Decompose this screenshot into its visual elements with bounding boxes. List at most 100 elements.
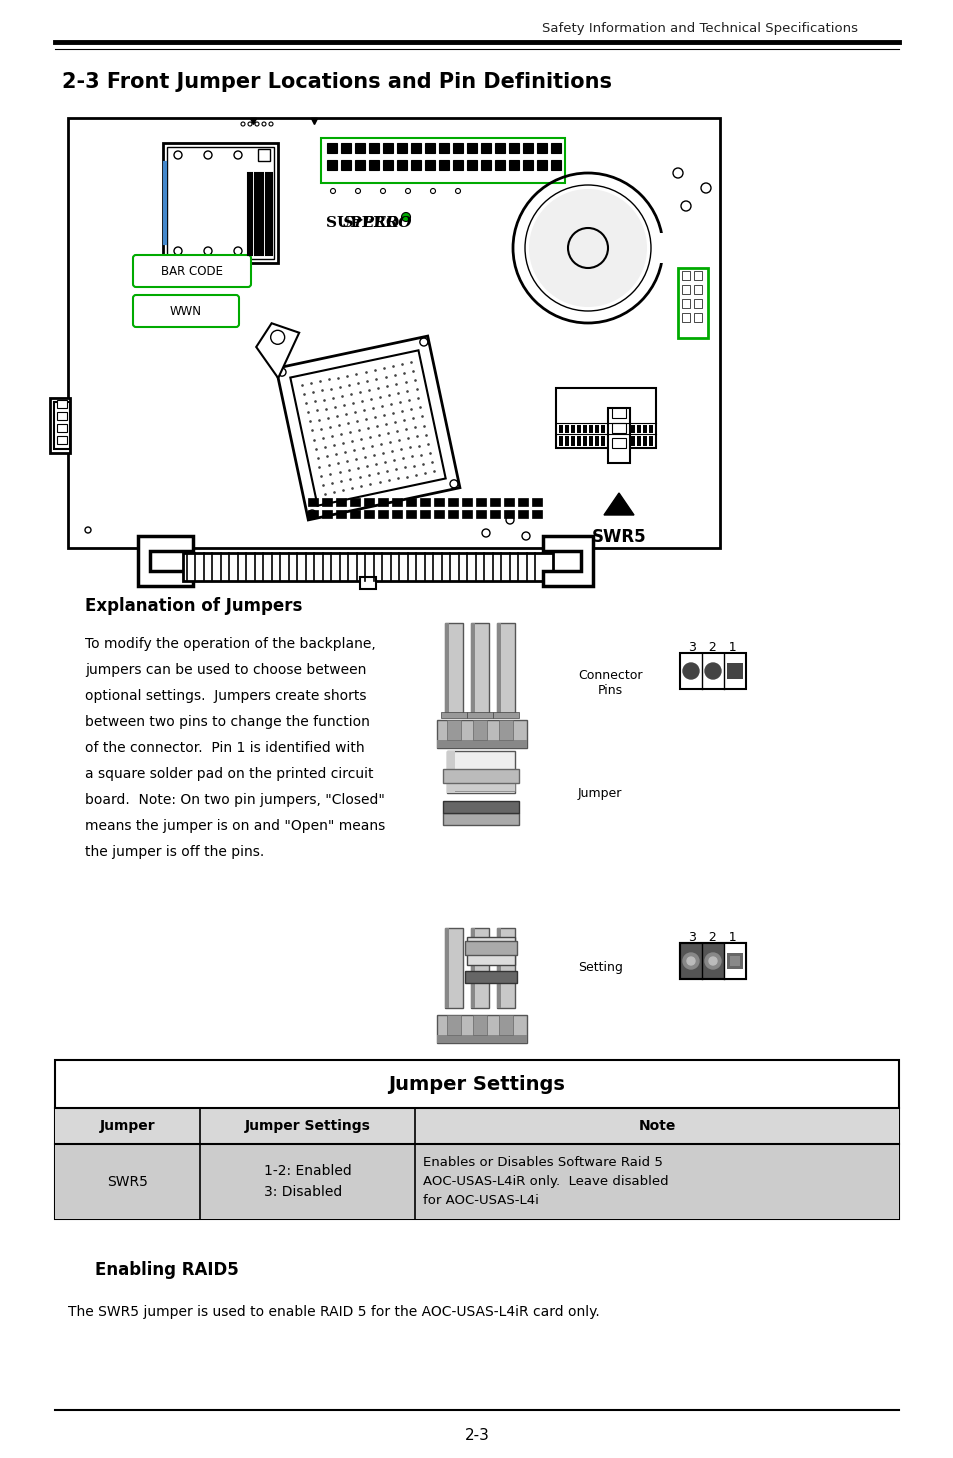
- Text: Connector
Pins: Connector Pins: [578, 669, 641, 697]
- Text: the jumper is off the pins.: the jumper is off the pins.: [85, 846, 264, 859]
- Bar: [327, 143, 336, 153]
- Bar: [606, 436, 610, 446]
- Bar: [369, 143, 378, 153]
- Bar: [424, 160, 435, 171]
- Bar: [320, 139, 564, 184]
- Bar: [473, 720, 486, 741]
- Bar: [571, 436, 575, 446]
- Bar: [447, 751, 455, 793]
- Bar: [612, 423, 625, 433]
- Bar: [448, 510, 457, 518]
- Bar: [564, 424, 568, 433]
- Bar: [434, 510, 443, 518]
- Bar: [167, 147, 274, 260]
- Bar: [406, 499, 416, 506]
- Bar: [729, 956, 740, 967]
- Bar: [517, 499, 527, 506]
- Bar: [537, 143, 546, 153]
- Bar: [681, 313, 689, 322]
- Bar: [681, 299, 689, 308]
- Text: optional settings.  Jumpers create shorts: optional settings. Jumpers create shorts: [85, 690, 366, 703]
- Bar: [723, 943, 745, 978]
- Bar: [461, 510, 472, 518]
- Bar: [693, 284, 701, 295]
- Bar: [726, 663, 742, 679]
- Bar: [359, 577, 375, 589]
- Bar: [648, 436, 652, 446]
- Bar: [613, 424, 617, 433]
- Bar: [503, 510, 514, 518]
- Bar: [57, 436, 67, 445]
- Bar: [630, 436, 635, 446]
- Text: 2-3 Front Jumper Locations and Pin Definitions: 2-3 Front Jumper Locations and Pin Defin…: [62, 71, 612, 92]
- Text: WWN: WWN: [170, 305, 202, 318]
- Bar: [517, 510, 527, 518]
- Text: 1-2: Enabled
3: Disabled: 1-2: Enabled 3: Disabled: [263, 1163, 351, 1198]
- Bar: [532, 510, 541, 518]
- Text: BAR CODE: BAR CODE: [161, 264, 223, 277]
- Bar: [322, 510, 332, 518]
- Bar: [693, 313, 701, 322]
- Bar: [637, 424, 640, 433]
- Bar: [480, 143, 491, 153]
- Bar: [624, 436, 628, 446]
- Bar: [369, 160, 378, 171]
- Bar: [595, 436, 598, 446]
- Text: SWR5: SWR5: [591, 528, 645, 545]
- Bar: [424, 143, 435, 153]
- Bar: [618, 436, 622, 446]
- Bar: [612, 408, 625, 418]
- Bar: [473, 1015, 486, 1035]
- Circle shape: [686, 956, 695, 965]
- Bar: [606, 424, 610, 433]
- Bar: [467, 160, 476, 171]
- Bar: [438, 143, 449, 153]
- Bar: [679, 943, 745, 978]
- Text: of the connector.  Pin 1 is identified with: of the connector. Pin 1 is identified wi…: [85, 741, 364, 755]
- Bar: [551, 160, 560, 171]
- Text: Enables or Disables Software Raid 5: Enables or Disables Software Raid 5: [422, 1156, 662, 1168]
- Bar: [648, 436, 652, 446]
- Polygon shape: [290, 350, 445, 506]
- Bar: [68, 118, 720, 548]
- Bar: [377, 510, 388, 518]
- Bar: [582, 436, 586, 446]
- Bar: [476, 510, 485, 518]
- Bar: [624, 436, 628, 446]
- Circle shape: [708, 956, 717, 965]
- Bar: [624, 424, 628, 433]
- Bar: [57, 399, 67, 408]
- Bar: [618, 436, 622, 446]
- Bar: [163, 143, 277, 262]
- Bar: [612, 437, 625, 448]
- Bar: [577, 424, 580, 433]
- Bar: [509, 160, 518, 171]
- Bar: [453, 160, 462, 171]
- Bar: [678, 268, 707, 338]
- Bar: [595, 436, 598, 446]
- Bar: [495, 160, 504, 171]
- Text: SUPERO: SUPERO: [326, 216, 399, 230]
- Polygon shape: [603, 493, 634, 515]
- Bar: [595, 424, 598, 433]
- Bar: [471, 927, 475, 1007]
- Circle shape: [704, 954, 720, 970]
- Bar: [327, 160, 336, 171]
- Bar: [448, 499, 457, 506]
- Text: Jumper: Jumper: [99, 1118, 155, 1133]
- Bar: [564, 436, 568, 446]
- Bar: [607, 408, 629, 464]
- Bar: [322, 499, 332, 506]
- Bar: [340, 160, 351, 171]
- Bar: [497, 623, 500, 713]
- Bar: [54, 402, 70, 449]
- Bar: [571, 424, 575, 433]
- Bar: [679, 653, 745, 690]
- Bar: [444, 623, 462, 713]
- Bar: [364, 499, 374, 506]
- Bar: [630, 436, 635, 446]
- Bar: [396, 160, 407, 171]
- Bar: [447, 751, 515, 793]
- Bar: [55, 1060, 898, 1219]
- Bar: [442, 768, 518, 783]
